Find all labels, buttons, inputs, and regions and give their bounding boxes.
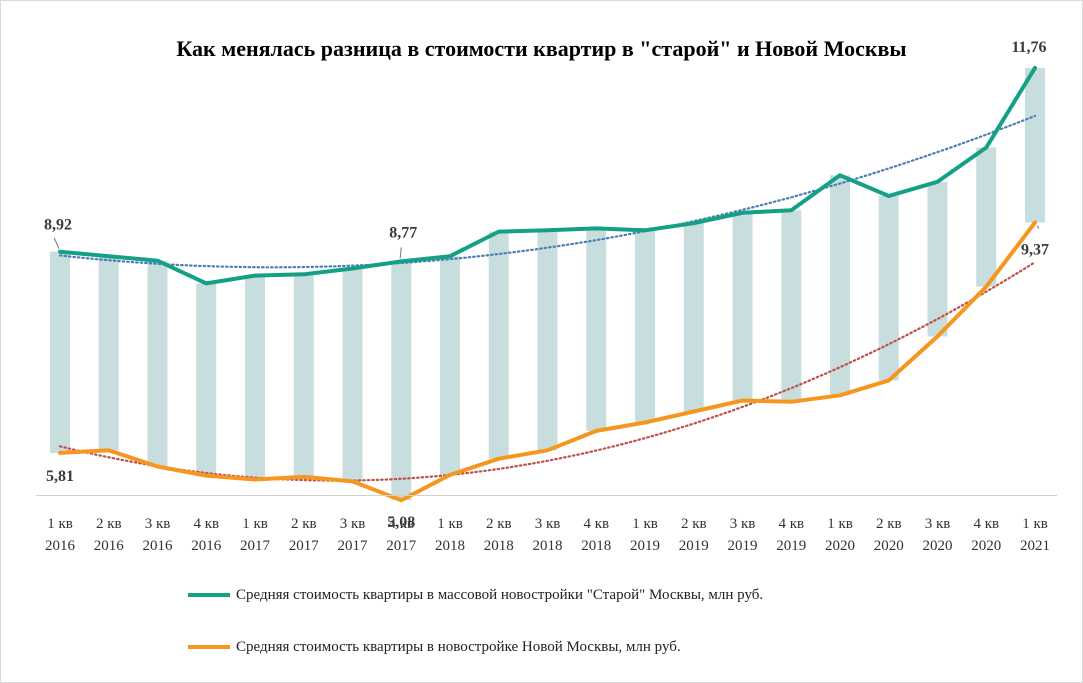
x-tick-label: 2 кв 2020 — [874, 516, 904, 554]
range-bar — [586, 228, 607, 431]
data-label-leader — [1036, 225, 1040, 229]
x-tick-label: 2 кв 2019 — [679, 516, 709, 554]
x-tick-label: 3 кв 2017 — [338, 516, 369, 554]
x-tick-label: 3 кв 2020 — [923, 516, 953, 554]
x-tick-label: 2 кв 2017 — [289, 516, 320, 554]
range-bar — [927, 181, 948, 337]
data-label: 8,77 — [389, 224, 417, 241]
data-label: 9,37 — [1021, 242, 1049, 259]
x-tick-label: 4 кв 2016 — [191, 516, 222, 554]
trendlines — [58, 114, 1037, 482]
legend-label-new-moscow: Средняя стоимость квартиры в новостройке… — [236, 638, 681, 655]
range-bar — [732, 212, 753, 401]
data-label-leader — [399, 247, 402, 259]
trendline-1 — [58, 261, 1037, 482]
data-label-leader — [53, 237, 60, 249]
range-bar — [537, 230, 558, 451]
range-bar — [976, 147, 997, 287]
x-tick-label: 4 кв 2018 — [581, 516, 611, 554]
x-tick-label: 4 кв 2017 — [386, 516, 417, 554]
series-lines — [58, 65, 1037, 503]
range-bar — [781, 210, 802, 402]
x-tick-label: 3 кв 2018 — [533, 516, 563, 554]
series-line-0 — [58, 65, 1037, 286]
range-bar — [635, 230, 655, 423]
x-tick-label: 1 кв 2017 — [240, 516, 271, 554]
range-bar — [245, 275, 265, 480]
legend-item-new-moscow: Средняя стоимость квартиры в новостройке… — [188, 637, 681, 657]
x-tick-label: 4 кв 2020 — [971, 516, 1001, 554]
data-labels: 8,92 8,77 11,76 5,81 5,08 9,37 — [44, 39, 1049, 531]
chart-title: Как менялась разница в стоимости квартир… — [176, 36, 907, 61]
x-axis: 1 кв 2016 2 кв 2016 3 кв 2016 4 кв 2016 1 кв 2017… — [36, 495, 1057, 554]
data-label: 5,81 — [46, 468, 74, 485]
legend-swatch-green — [188, 593, 230, 597]
range-bar — [147, 260, 168, 467]
range-bar — [391, 261, 412, 501]
x-tick-label: 4 кв 2019 — [776, 516, 806, 554]
legend-swatch-orange — [188, 645, 230, 649]
x-tick-label: 1 кв 2019 — [630, 516, 660, 554]
x-tick-label: 3 кв 2019 — [728, 516, 758, 554]
legend-label-old-moscow: Средняя стоимость квартиры в массовой но… — [236, 586, 764, 603]
x-tick-label: 1 кв 2020 — [825, 516, 855, 554]
x-tick-label: 1 кв 2018 — [435, 516, 465, 554]
data-label: 8,92 — [44, 217, 72, 234]
range-bar — [683, 223, 704, 412]
data-label: 11,76 — [1011, 39, 1046, 56]
range-bar — [440, 256, 460, 475]
range-bar — [830, 175, 850, 396]
trendline-0 — [58, 114, 1037, 269]
range-bar — [50, 251, 70, 453]
x-tick-label: 1 кв 2016 — [45, 516, 76, 554]
range-bar — [878, 196, 899, 381]
range-bar — [488, 231, 509, 459]
x-tick-label: 1 кв 2021 — [1020, 516, 1050, 554]
range-bar — [98, 256, 119, 451]
range-bar — [196, 283, 217, 476]
x-tick-label: 3 кв 2016 — [143, 516, 174, 554]
range-bar — [342, 268, 363, 482]
range-bar — [1025, 67, 1045, 223]
x-tick-label: 2 кв 2016 — [94, 516, 125, 554]
range-bars — [50, 67, 1045, 501]
series-line-1 — [58, 220, 1037, 503]
legend-item-old-moscow: Средняя стоимость квартиры в массовой но… — [188, 585, 763, 605]
x-tick-label: 2 кв 2018 — [484, 516, 514, 554]
data-label: 5,08 — [387, 514, 415, 531]
range-bar — [293, 274, 314, 477]
